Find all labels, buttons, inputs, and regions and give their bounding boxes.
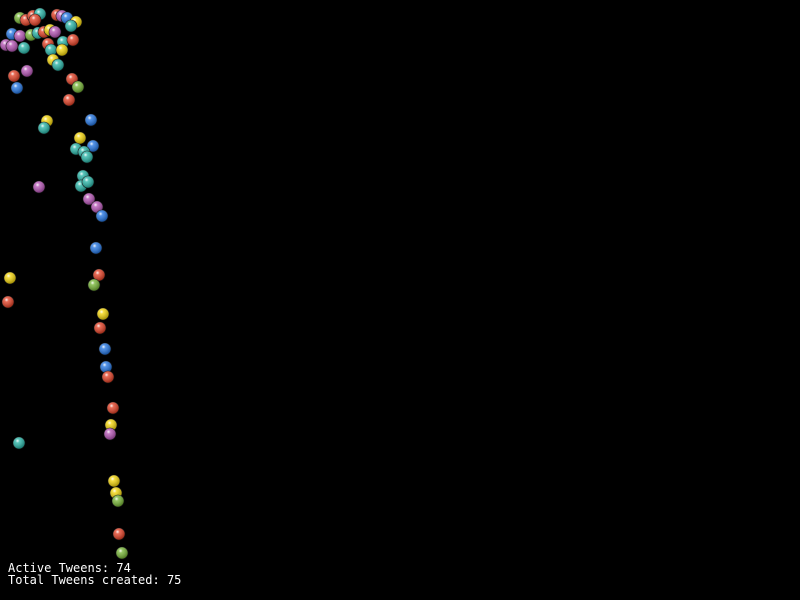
ball — [93, 321, 107, 335]
ball-shine — [112, 495, 124, 507]
ball-shine — [33, 181, 45, 193]
ball — [84, 113, 98, 127]
ball — [71, 80, 85, 94]
ball-shine — [67, 34, 79, 46]
ball — [1, 295, 15, 309]
ball — [86, 139, 100, 153]
ball — [10, 81, 24, 95]
ball-shine — [93, 269, 105, 281]
ball-shine — [13, 437, 25, 449]
ball — [87, 278, 101, 292]
ball — [80, 150, 94, 164]
ball-shine — [11, 82, 23, 94]
ball-shine — [99, 343, 111, 355]
ball-shine — [56, 44, 68, 56]
ball — [82, 192, 96, 206]
ball-shine — [74, 132, 86, 144]
ball-shine — [4, 272, 16, 284]
ball — [81, 175, 95, 189]
ball — [12, 436, 26, 450]
ball — [7, 69, 21, 83]
ball-shine — [52, 59, 64, 71]
ball-shine — [2, 296, 14, 308]
ball — [3, 271, 17, 285]
ball — [92, 268, 106, 282]
total-tweens: Total Tweens created: 75 — [8, 573, 182, 587]
ball-shine — [21, 65, 33, 77]
ball — [99, 360, 113, 374]
ball-shine — [18, 42, 30, 54]
ball — [48, 25, 62, 39]
ball-shine — [65, 20, 77, 32]
ball — [32, 180, 46, 194]
ball-shine — [85, 114, 97, 126]
ball-shine — [72, 81, 84, 93]
ball-shine — [113, 528, 125, 540]
ball — [5, 39, 19, 53]
ball — [112, 527, 126, 541]
ball-shine — [96, 210, 108, 222]
active-tweens: Active Tweens: 74 — [8, 561, 131, 575]
ball — [55, 43, 69, 57]
ball — [64, 19, 78, 33]
ball — [103, 427, 117, 441]
ball-shine — [45, 44, 57, 56]
ball-shine — [116, 547, 128, 559]
ball — [90, 200, 104, 214]
ball-shine — [91, 201, 103, 213]
ball-shine — [108, 475, 120, 487]
ball — [73, 131, 87, 145]
ball — [101, 370, 115, 384]
ball — [20, 64, 34, 78]
ball-shine — [105, 419, 117, 431]
ball-shine — [81, 151, 93, 163]
ball-shine — [63, 94, 75, 106]
ball — [115, 546, 129, 560]
ball-shine — [88, 279, 100, 291]
ball-shine — [82, 176, 94, 188]
ball-shine — [87, 140, 99, 152]
ball — [51, 58, 65, 72]
ball-shine — [29, 14, 41, 26]
ball — [89, 241, 103, 255]
ball — [104, 418, 118, 432]
ball — [98, 342, 112, 356]
ball — [66, 33, 80, 47]
ball — [28, 13, 42, 27]
ball-shine — [8, 70, 20, 82]
ball — [111, 494, 125, 508]
ball-shine — [90, 242, 102, 254]
ball — [107, 474, 121, 488]
ball — [106, 401, 120, 415]
ball — [62, 93, 76, 107]
ball-shine — [6, 40, 18, 52]
ball-shine — [83, 193, 95, 205]
ball — [13, 29, 27, 43]
ball-shine — [94, 322, 106, 334]
ball — [37, 121, 51, 135]
ball-shine — [102, 371, 114, 383]
ball-shine — [14, 30, 26, 42]
ball-shine — [97, 308, 109, 320]
ball-shine — [100, 361, 112, 373]
ball-shine — [107, 402, 119, 414]
ball — [96, 307, 110, 321]
ball-shine — [49, 26, 61, 38]
ball-shine — [104, 428, 116, 440]
ball — [17, 41, 31, 55]
ball-shine — [38, 122, 50, 134]
ball — [95, 209, 109, 223]
